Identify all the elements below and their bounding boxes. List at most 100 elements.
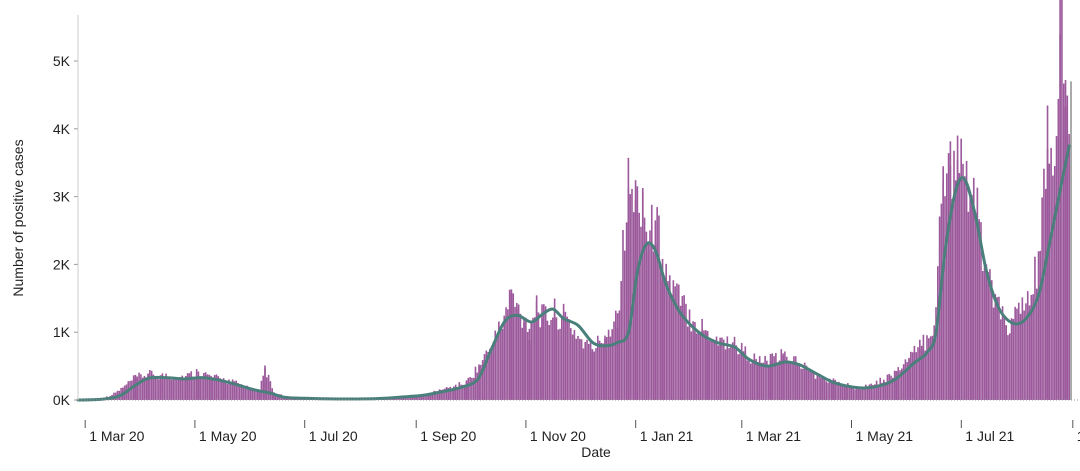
bar [807, 369, 810, 400]
bar [645, 231, 648, 400]
bar [1026, 291, 1029, 400]
bar [697, 330, 700, 400]
bar [134, 377, 137, 400]
bar [760, 362, 763, 400]
bar [758, 356, 761, 400]
bar [1030, 294, 1033, 400]
bar [816, 373, 819, 400]
bar [568, 319, 570, 400]
bar [185, 376, 187, 400]
bar [895, 371, 898, 400]
bar [798, 363, 801, 400]
bar [787, 362, 790, 400]
bar [1014, 306, 1016, 400]
bar [847, 383, 849, 400]
bar [611, 329, 613, 400]
bar [258, 391, 261, 400]
bar [1032, 294, 1034, 400]
bar [911, 352, 914, 400]
bar [892, 377, 894, 400]
bar [677, 284, 680, 400]
bar [721, 337, 723, 400]
bar [841, 384, 844, 400]
bar [1050, 147, 1052, 400]
bar [562, 303, 565, 400]
bar [179, 377, 182, 400]
bar [658, 215, 660, 400]
bar [906, 362, 909, 400]
bar [872, 385, 874, 400]
bar [460, 384, 462, 400]
bar [167, 378, 169, 400]
bar [1044, 188, 1047, 400]
bar [552, 317, 554, 400]
bar [881, 382, 883, 400]
bar [935, 307, 937, 400]
bar [834, 379, 837, 400]
bar [1007, 335, 1009, 400]
bar [913, 345, 916, 400]
bar [1008, 333, 1011, 400]
bar [803, 362, 806, 400]
bar [802, 368, 804, 400]
bar [866, 387, 869, 400]
bar [595, 348, 597, 400]
bar [643, 217, 646, 400]
bar [476, 372, 479, 400]
bar [956, 135, 959, 400]
bar [924, 350, 927, 400]
bar [735, 345, 738, 400]
bar [453, 386, 455, 400]
bar [496, 336, 498, 400]
bar [1012, 318, 1015, 400]
bar [409, 396, 412, 400]
bar [199, 376, 202, 400]
bar [204, 372, 207, 400]
bar [945, 173, 948, 400]
bar [248, 387, 250, 400]
bar [458, 382, 461, 400]
bar [775, 353, 777, 400]
bar [636, 186, 639, 400]
bar [181, 375, 184, 400]
bar [514, 306, 516, 400]
bar [767, 366, 770, 400]
bar [863, 387, 865, 400]
bar [614, 310, 617, 400]
bar [149, 370, 151, 400]
bar [676, 283, 678, 400]
bar [652, 251, 655, 400]
bar [526, 332, 529, 400]
bar [641, 191, 644, 400]
bar [789, 362, 792, 400]
bar [483, 354, 486, 400]
x-tick-label: 1 Mar 21 [746, 428, 801, 444]
bar [203, 372, 205, 400]
bar [1028, 305, 1031, 400]
bar [140, 374, 142, 400]
bar [978, 223, 980, 400]
bar [791, 363, 793, 400]
bar [947, 153, 950, 400]
bar [566, 320, 569, 400]
bar [749, 363, 752, 400]
bar [1021, 297, 1024, 400]
bar [525, 317, 527, 400]
bar [553, 313, 556, 400]
bar [143, 375, 146, 400]
bar [478, 366, 480, 400]
bar [489, 348, 491, 400]
bar [1053, 166, 1056, 400]
bar [194, 376, 196, 400]
bar [420, 395, 423, 400]
bar [505, 307, 507, 400]
bar [953, 150, 955, 400]
bar [661, 258, 664, 400]
bar [235, 383, 238, 400]
x-axis-ticks: 1 Mar 20 1 May 20 1 Jul 20 1 Sep 20 1 Nov 20… [84, 420, 1080, 444]
x-tick-label: 1 Mar 20 [89, 428, 144, 444]
bar [417, 396, 419, 400]
bar [766, 360, 768, 400]
bar [980, 222, 982, 400]
